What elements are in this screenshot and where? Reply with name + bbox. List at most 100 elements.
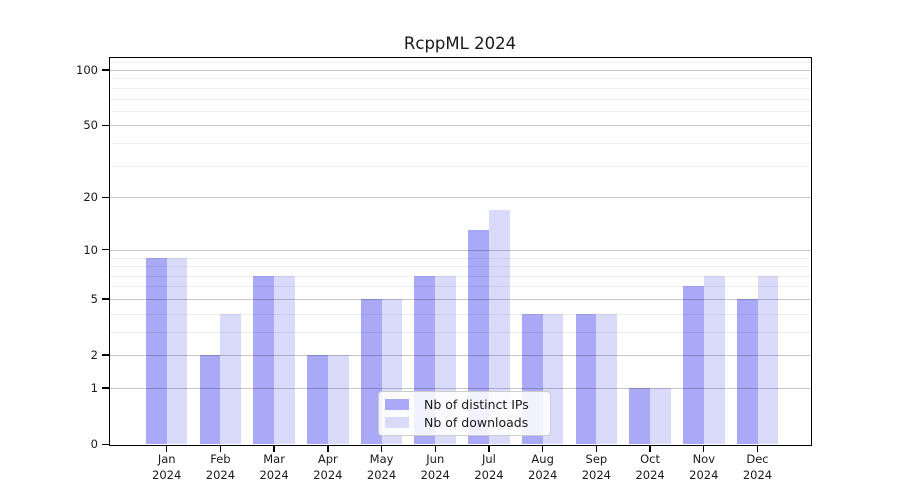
x-tick-year: 2024: [581, 468, 612, 482]
gridline-major: [109, 298, 811, 300]
gridline-major: [109, 125, 811, 127]
x-tick-label-jul: Jul 2024: [457, 451, 521, 484]
y-tick-label: 5: [90, 291, 98, 306]
x-tick-mark: [327, 446, 329, 452]
gridline-major: [109, 69, 811, 71]
bar-nov-ips: [683, 286, 704, 445]
x-tick-year: 2024: [528, 468, 558, 482]
x-tick-month: Jan: [157, 451, 176, 466]
x-tick-mark: [434, 446, 436, 452]
bar-feb-ips: [199, 355, 221, 445]
plot-border: [108, 57, 813, 447]
legend: Nb of distinct IPs Nb of downloads: [378, 391, 551, 436]
y-tick-label: 2: [90, 348, 98, 363]
y-tick-mark: [102, 249, 110, 251]
x-tick-year: 2024: [366, 468, 397, 482]
x-tick-month: Mar: [263, 451, 285, 466]
legend-swatch-downloads: [385, 416, 409, 428]
gridline-minor: [109, 98, 811, 100]
x-tick-year: 2024: [420, 468, 450, 482]
y-tick-mark: [102, 354, 110, 356]
x-tick-label-dec: Dec 2024: [726, 451, 790, 484]
x-tick-label-feb: Feb 2024: [188, 451, 252, 484]
gridline-major: [109, 388, 811, 390]
x-tick-month: Feb: [210, 451, 231, 466]
x-tick-label-may: May 2024: [350, 451, 414, 484]
y-tick-label: 20: [83, 190, 98, 205]
x-tick-year: 2024: [313, 468, 343, 482]
gridline-minor: [109, 313, 811, 315]
gridline-minor: [109, 62, 811, 64]
chart-title: RcppML 2024: [403, 34, 517, 53]
bar-apr-ips: [307, 355, 328, 445]
x-tick-mark: [649, 446, 651, 452]
x-tick-month: Nov: [692, 451, 716, 466]
x-tick-mark: [541, 446, 544, 452]
bar-mar-downloads: [274, 275, 295, 445]
bar-may-ips: [360, 298, 382, 445]
x-tick-year: 2024: [635, 468, 665, 482]
x-tick-month: May: [369, 451, 394, 466]
bar-jul-ips: [468, 230, 489, 445]
x-tick-year: 2024: [259, 468, 289, 482]
bar-jan-downloads: [166, 257, 188, 445]
legend-item-distinct-ips: Nb of distinct IPs: [379, 396, 550, 414]
x-tick-month: Jun: [426, 451, 445, 466]
x-tick-label-jan: Jan 2024: [135, 451, 199, 484]
bar-oct-downloads: [650, 388, 671, 445]
y-tick-mark: [102, 387, 110, 389]
x-tick-label-aug: Aug 2024: [511, 451, 575, 484]
y-tick-mark: [102, 196, 110, 199]
gridline-major: [109, 249, 811, 251]
x-tick-label-jun: Jun 2024: [403, 451, 467, 484]
bar-dec-ips: [736, 298, 758, 445]
x-tick-label-apr: Apr 2024: [296, 451, 360, 484]
x-tick-month: Sep: [585, 451, 608, 466]
legend-label-distinct-ips: Nb of distinct IPs: [424, 397, 529, 413]
y-tick-label: 100: [76, 62, 98, 77]
x-tick-mark: [756, 446, 759, 452]
gridline-minor: [109, 165, 811, 167]
x-tick-month: Dec: [746, 451, 769, 466]
bar-jan-ips: [145, 257, 167, 445]
x-tick-year: 2024: [205, 468, 236, 482]
gridline-minor: [109, 266, 811, 268]
gridline-minor: [109, 110, 811, 112]
x-tick-mark: [219, 446, 222, 452]
x-tick-mark: [488, 446, 490, 452]
x-tick-year: 2024: [689, 468, 719, 482]
y-tick-label: 10: [83, 242, 98, 257]
x-tick-year: 2024: [152, 468, 182, 482]
legend-item-downloads: Nb of downloads: [379, 414, 550, 432]
gridline-major: [109, 197, 811, 199]
x-tick-label-sep: Sep 2024: [564, 451, 628, 484]
y-tick-label: 0: [90, 437, 98, 452]
gridline-minor: [109, 78, 811, 80]
y-tick-mark: [102, 298, 110, 300]
x-tick-label-oct: Oct 2024: [618, 451, 682, 484]
legend-label-downloads: Nb of downloads: [424, 414, 529, 430]
y-tick-label: 1: [90, 381, 98, 396]
y-tick-mark: [102, 69, 110, 71]
x-tick-month: Aug: [531, 451, 554, 466]
gridline-minor: [109, 257, 811, 259]
x-tick-label-mar: Mar 2024: [242, 451, 306, 484]
y-tick-mark: [102, 124, 110, 127]
x-tick-mark: [595, 446, 598, 452]
bar-oct-ips: [629, 388, 651, 445]
gridline-minor: [109, 87, 811, 89]
x-tick-year: 2024: [742, 468, 773, 482]
gridline-minor: [109, 331, 811, 333]
x-tick-month: Jul: [482, 451, 496, 466]
bar-jul-downloads: [488, 209, 510, 445]
gridline-minor: [109, 286, 811, 288]
bar-sep-downloads: [596, 313, 618, 445]
bar-mar-ips: [253, 275, 275, 445]
bar-feb-downloads: [220, 313, 242, 445]
bar-dec-downloads: [757, 275, 779, 445]
bar-nov-downloads: [703, 275, 725, 445]
bar-sep-ips: [575, 313, 597, 445]
x-tick-month: Oct: [640, 451, 661, 466]
x-tick-year: 2024: [474, 468, 504, 482]
